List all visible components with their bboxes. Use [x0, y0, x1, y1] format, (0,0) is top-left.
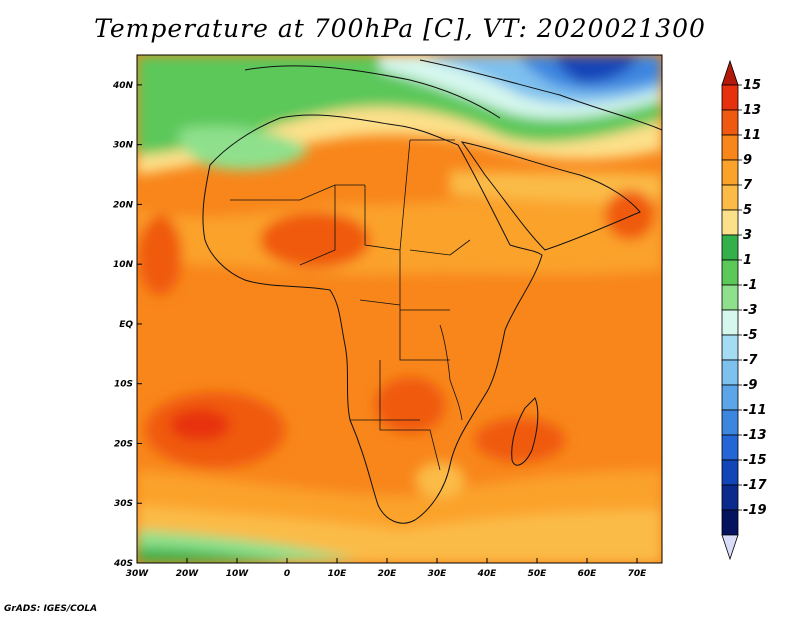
lon-tick-label: 40E: [477, 569, 498, 579]
colorbar-label: -9: [743, 378, 757, 393]
colorbar-label: 15: [743, 78, 761, 93]
lon-tick-label: 20W: [176, 569, 200, 579]
lon-tick-label: 10E: [328, 569, 348, 579]
colorbar-label: -5: [743, 328, 757, 343]
colorbar-label: 1: [743, 253, 752, 268]
colorbar-top-arrow: [721, 59, 739, 86]
colorbar-label: -15: [743, 453, 767, 468]
colorbar: 15 13 11 9 7 5 3 1 -1 -3 -5 -7 -9 -11 -13 -15 -17 -19: [721, 59, 767, 561]
colorbar-label: 5: [743, 203, 752, 218]
colorbar-bottom-arrow: [721, 534, 739, 561]
colorbar-label: 13: [743, 103, 761, 118]
colorbar-swatch: [721, 234, 739, 261]
colorbar-swatch: [721, 434, 739, 461]
colorbar-swatch: [721, 134, 739, 161]
map-title: Temperature at 700hPa [C], VT: 202002130…: [94, 14, 706, 43]
colorbar-swatch: [721, 309, 739, 336]
lat-tick-label: 20S: [114, 439, 133, 449]
colorbar-swatch: [721, 409, 739, 436]
lon-tick-label: 60E: [578, 569, 598, 579]
colorbar-swatch: [721, 384, 739, 411]
colorbar-label: 9: [743, 153, 752, 168]
colorbar-label: -11: [743, 403, 767, 418]
colorbar-swatch: [721, 284, 739, 311]
lon-tick-label: 20E: [378, 569, 398, 579]
colorbar-swatch: [721, 334, 739, 361]
lon-tick-label: 0: [284, 569, 290, 579]
lon-tick-label: 30W: [126, 569, 150, 579]
colorbar-swatch: [721, 359, 739, 386]
colorbar-swatch: [721, 259, 739, 286]
colorbar-swatch: [721, 509, 739, 536]
lat-tick-label: 40N: [112, 81, 134, 91]
colorbar-swatch: [721, 209, 739, 236]
longitude-axis: 30W 20W 10W 0 10E 20E 30E 40E 50E 60E 70E: [126, 558, 647, 579]
colorbar-swatch: [721, 459, 739, 486]
colorbar-swatch: [721, 84, 739, 111]
lat-tick-label: 30N: [113, 141, 134, 151]
colorbar-label: -1: [743, 278, 757, 293]
colorbar-swatch: [721, 484, 739, 511]
colorbar-swatch: [721, 184, 739, 211]
colorbar-label: -7: [743, 353, 758, 368]
lon-tick-label: 70E: [628, 569, 648, 579]
colorbar-label: 3: [743, 228, 752, 243]
credit-label: GrADS: IGES/COLA: [4, 604, 98, 614]
lat-tick-label: 10S: [114, 380, 133, 390]
temperature-field: [137, 55, 662, 563]
lat-tick-label: EQ: [119, 320, 133, 330]
latitude-axis: 40N 30N 20N 10N EQ 10S 20S 30S 40S: [112, 81, 142, 569]
map-frame: [136, 54, 663, 564]
lon-tick-label: 50E: [528, 569, 548, 579]
colorbar-swatch: [721, 159, 739, 186]
colorbar-label: -13: [743, 428, 767, 443]
colorbar-label: -19: [743, 503, 767, 518]
colorbar-label: -3: [743, 303, 757, 318]
colorbar-label: 11: [743, 128, 761, 143]
lat-tick-label: 30S: [114, 499, 133, 509]
lat-tick-label: 10N: [113, 260, 134, 270]
lat-tick-label: 40S: [113, 559, 133, 569]
lon-tick-label: 10W: [226, 569, 250, 579]
lon-tick-label: 30E: [428, 569, 448, 579]
lat-tick-label: 20N: [113, 200, 134, 210]
colorbar-label: 7: [743, 178, 753, 193]
colorbar-label: -17: [743, 478, 767, 493]
colorbar-swatch: [721, 109, 739, 136]
